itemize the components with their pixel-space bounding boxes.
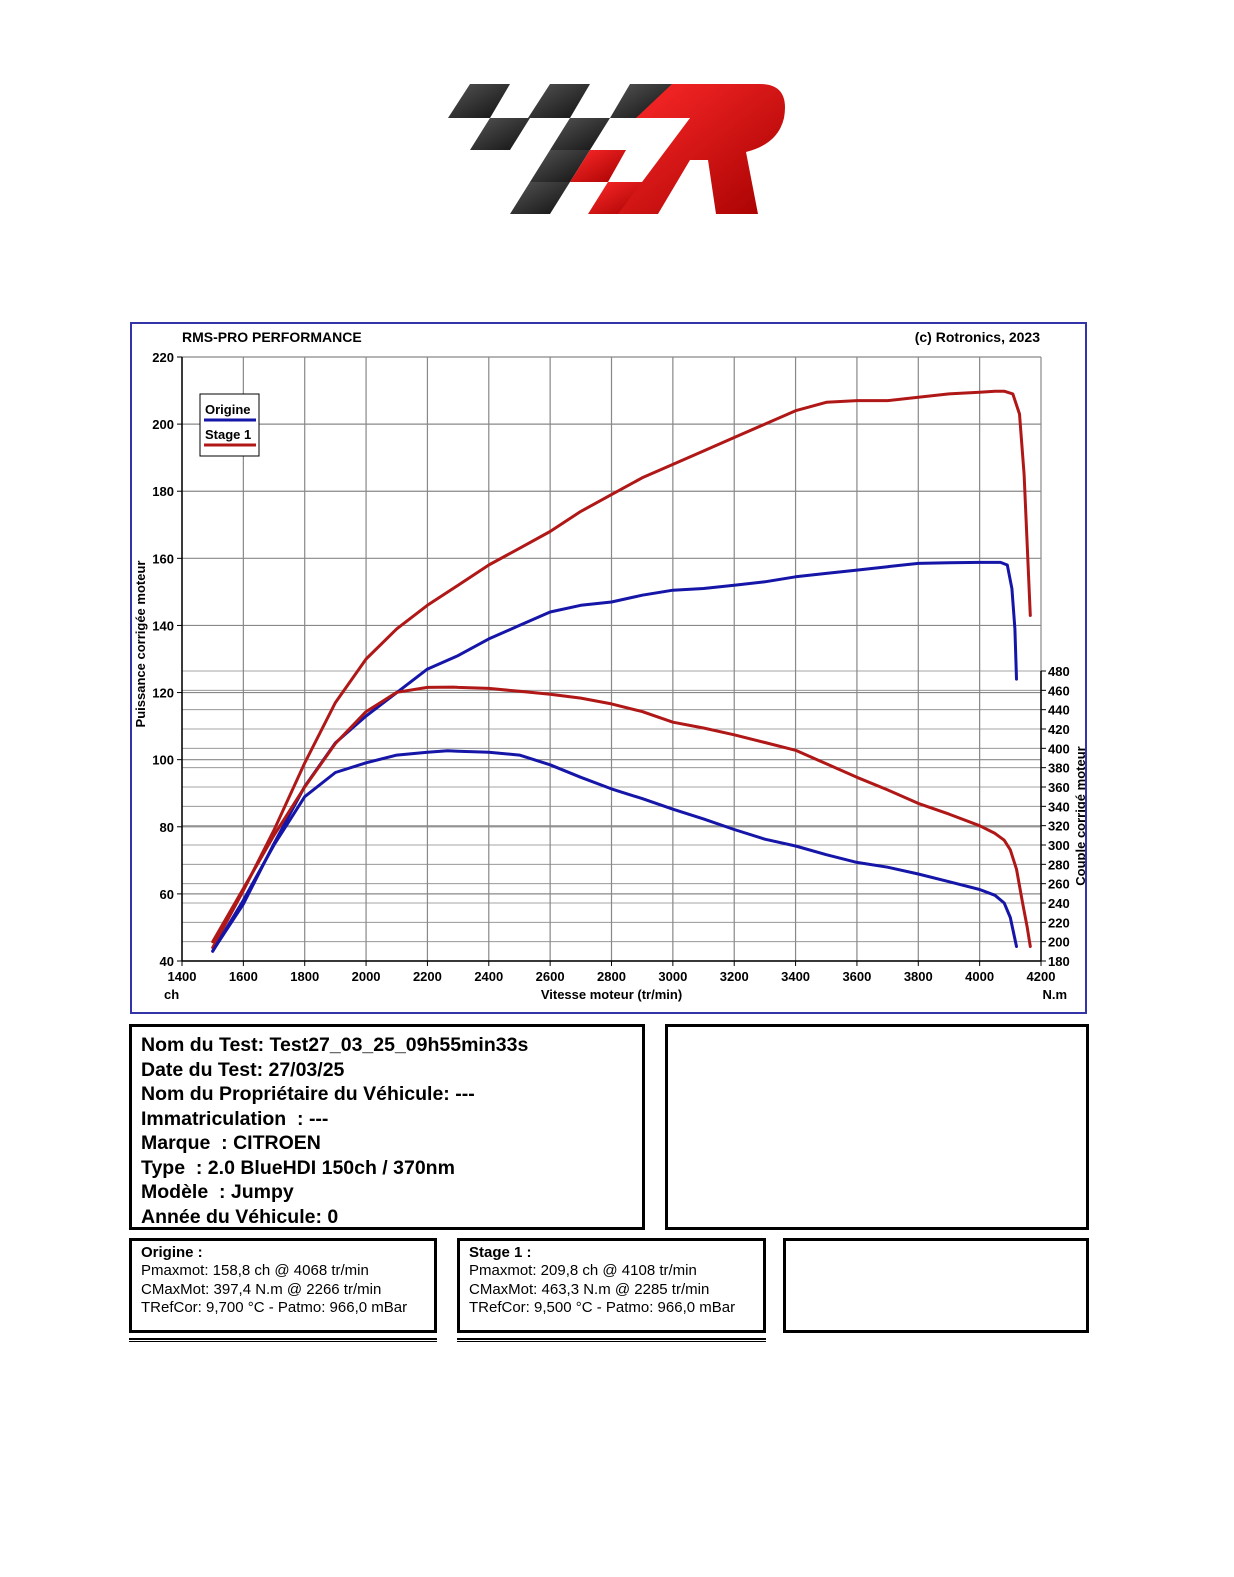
info-type: Type : 2.0 BlueHDI 150ch / 370nm (141, 1156, 455, 1179)
y-left-tick-label: 160 (152, 551, 174, 566)
empty-panel-bottom (783, 1238, 1089, 1333)
chart-header-right: (c) Rotronics, 2023 (915, 329, 1040, 345)
info-owner: Nom du Propriétaire du Véhicule: --- (141, 1083, 475, 1105)
info-test-name: Nom du Test: Test27_03_25_09h55min33s (141, 1034, 529, 1056)
results-stage1-tref: TRefCor: 9,500 °C - Patmo: 966,0 mBar (469, 1299, 736, 1316)
y-right-tick-label: 280 (1048, 857, 1070, 872)
x-tick-label: 1800 (290, 969, 319, 984)
y-left-tick-label: 40 (160, 954, 174, 969)
grid (181, 356, 1042, 962)
y-left-tick-label: 60 (160, 887, 174, 902)
results-origine-cmax: CMaxMot: 397,4 N.m @ 2266 tr/min (141, 1280, 382, 1298)
results-stage1-cmax: CMaxMot: 463,3 N.m @ 2285 tr/min (469, 1280, 710, 1298)
results-origine: Origine : Pmaxmot: 158,8 ch @ 4068 tr/mi… (129, 1238, 437, 1333)
x-tick-label: 3600 (842, 969, 871, 984)
x-unit-left: ch (164, 987, 179, 1002)
x-tick-label: 3800 (904, 969, 933, 984)
x-tick-label: 2800 (597, 969, 626, 984)
results-origine-title: Origine : (141, 1244, 203, 1261)
y-left-tick-label: 80 (160, 820, 174, 835)
test-info-box: Nom du Test: Test27_03_25_09h55min33s Da… (129, 1024, 645, 1230)
x-tick-label: 2200 (413, 969, 442, 984)
x-unit-right: N.m (1042, 987, 1067, 1002)
y-right-tick-label: 180 (1048, 954, 1070, 969)
x-axis-label: Vitesse moteur (tr/min) (541, 987, 682, 1002)
legend-label-origine: Origine (205, 402, 251, 417)
x-tick-label: 4000 (965, 969, 994, 984)
y-right-tick-label: 260 (1048, 877, 1070, 892)
series (211, 389, 1032, 953)
y-left-tick-label: 140 (152, 618, 174, 633)
results-stage1-pmax: Pmaxmot: 209,8 ch @ 4108 tr/min (469, 1262, 697, 1279)
y-right-tick-label: 400 (1048, 741, 1070, 756)
legend-label-stage1: Stage 1 (205, 427, 251, 442)
y-right-tick-label: 220 (1048, 915, 1070, 930)
y-right-tick-label: 480 (1048, 664, 1070, 679)
dyno-chart: RMS-PRO PERFORMANCE (c) Rotronics, 2023 … (130, 322, 1087, 1014)
x-tick-label: 1600 (229, 969, 258, 984)
y-right-tick-label: 200 (1048, 935, 1070, 950)
y-left-tick-label: 100 (152, 753, 174, 768)
y-left-tick-label: 220 (152, 350, 174, 365)
y-right-tick-label: 240 (1048, 896, 1070, 911)
axes: 1400 1600 1800 2000 2200 2400 2600 2800 3000 3200… (133, 350, 1085, 1002)
chart-svg: RMS-PRO PERFORMANCE (c) Rotronics, 2023 … (133, 329, 1085, 1002)
y-left-axis-label: Puissance corrigée moteur (133, 561, 148, 728)
x-tick-label: 2400 (474, 969, 503, 984)
y-right-tick-label: 360 (1048, 780, 1070, 795)
x-tick-label: 3200 (720, 969, 749, 984)
y-right-tick-label: 300 (1048, 838, 1070, 853)
y-right-tick-label: 420 (1048, 722, 1070, 737)
results-origine-pmax: Pmaxmot: 158,8 ch @ 4068 tr/min (141, 1262, 369, 1279)
brand-logo (448, 84, 785, 214)
x-tick-label: 3400 (781, 969, 810, 984)
y-right-tick-label: 380 (1048, 761, 1070, 776)
results-stage1-underline (457, 1338, 766, 1342)
y-right-tick-label: 440 (1048, 703, 1070, 718)
y-right-tick-label: 340 (1048, 799, 1070, 814)
x-tick-label: 2600 (536, 969, 565, 984)
chart-header-left: RMS-PRO PERFORMANCE (182, 329, 362, 345)
y-left-tick-label: 120 (152, 686, 174, 701)
series-line-stage1-torque (211, 685, 1032, 948)
x-tick-label: 4200 (1027, 969, 1056, 984)
x-tick-label: 3000 (658, 969, 687, 984)
legend: Origine Stage 1 (199, 393, 260, 457)
y-left-tick-label: 180 (152, 484, 174, 499)
info-year: Année du Véhicule: 0 (141, 1205, 339, 1228)
info-model: Modèle : Jumpy (141, 1181, 294, 1203)
info-registration: Immatriculation : --- (141, 1107, 329, 1130)
series-line-origine-torque (211, 749, 1018, 953)
results-origine-tref: TRefCor: 9,700 °C - Patmo: 966,0 mBar (141, 1299, 408, 1316)
x-tick-label: 2000 (352, 969, 381, 984)
y-right-tick-label: 320 (1048, 819, 1070, 834)
x-tick-label: 1400 (168, 969, 197, 984)
results-stage1: Stage 1 : Pmaxmot: 209,8 ch @ 4108 tr/mi… (457, 1238, 766, 1333)
y-left-tick-label: 200 (152, 417, 174, 432)
empty-panel-top (665, 1024, 1089, 1230)
info-brand: Marque : CITROEN (141, 1132, 321, 1154)
series-line-stage1-power (211, 389, 1032, 950)
series-line-origine-power (211, 560, 1018, 953)
results-stage1-title: Stage 1 : (469, 1244, 532, 1261)
results-origine-underline (129, 1338, 437, 1342)
y-right-axis-label: Couple corrigé moteur (1073, 746, 1085, 885)
y-right-tick-label: 460 (1048, 683, 1070, 698)
info-test-date: Date du Test: 27/03/25 (141, 1058, 345, 1081)
